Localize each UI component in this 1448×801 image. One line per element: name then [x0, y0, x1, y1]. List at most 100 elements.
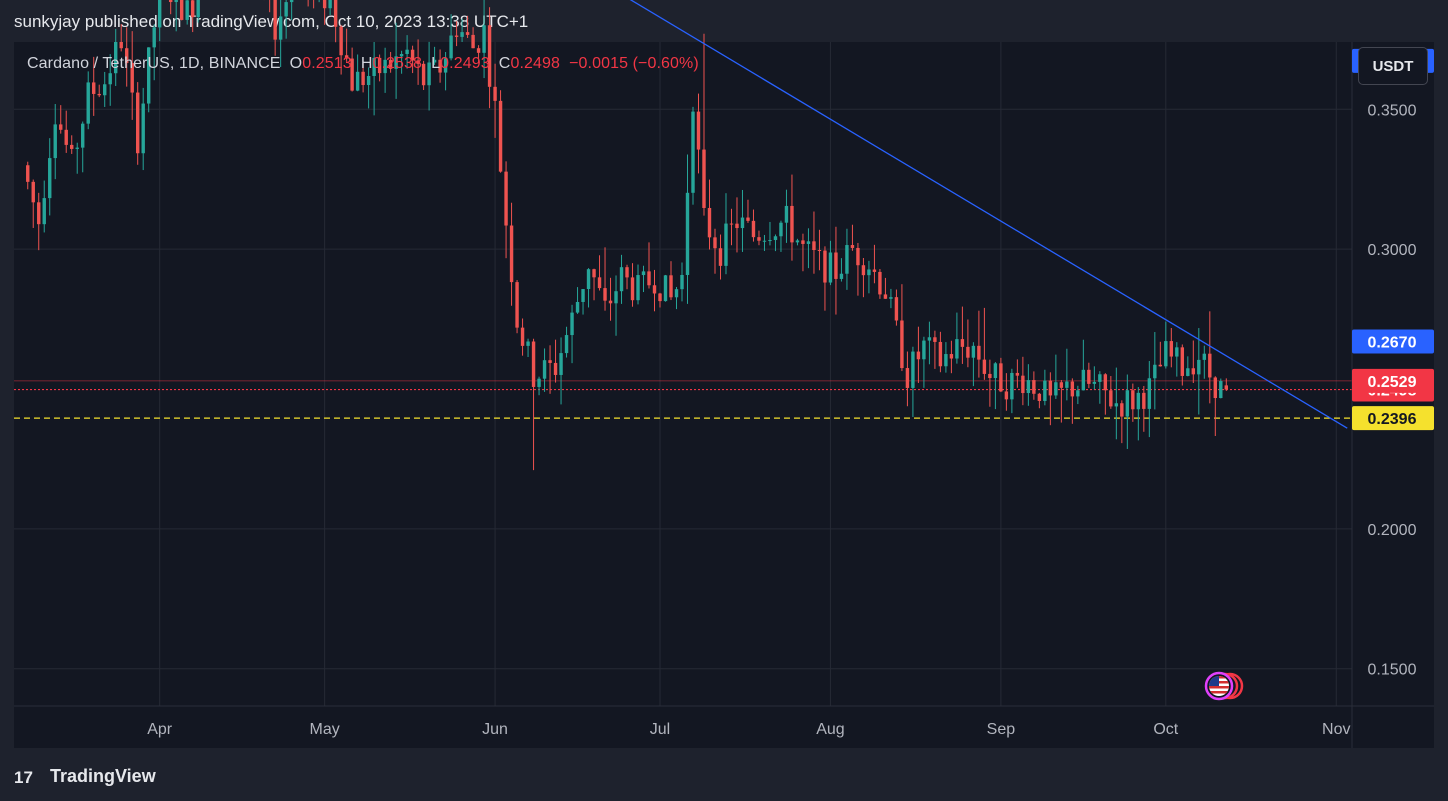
candle-body — [724, 223, 728, 266]
candle-body — [740, 217, 745, 229]
candle-body — [1136, 392, 1141, 410]
candle-body — [812, 241, 816, 251]
candle-body — [174, 0, 178, 3]
high-key: H — [360, 55, 373, 72]
candle-body — [949, 354, 954, 359]
candle-body — [372, 57, 376, 77]
symbol-name: Cardano / TetherUS, 1D, BINANCE — [27, 55, 281, 72]
candle-body — [273, 0, 277, 40]
candle-body — [1048, 380, 1053, 396]
candle-body — [553, 362, 558, 375]
candle-body — [850, 245, 855, 248]
candle-body — [883, 294, 888, 299]
candle-body — [597, 277, 602, 289]
candle-body — [42, 198, 46, 225]
candle-body — [641, 271, 646, 276]
candle-body — [1109, 390, 1113, 407]
candle-body — [894, 297, 899, 321]
candle-body — [1076, 390, 1080, 397]
candle-body — [344, 55, 349, 59]
candle-body — [839, 273, 844, 279]
chart-frame[interactable] — [14, 42, 1434, 748]
candle-body — [1043, 380, 1047, 401]
price-axis: 0.15000.20000.30000.35000.40000.45000.50… — [1351, 42, 1417, 748]
candle-body — [630, 277, 635, 301]
candle-body — [669, 275, 673, 298]
candle-body — [416, 60, 420, 64]
candle-body — [509, 225, 514, 283]
candle-body — [443, 58, 448, 73]
candle-body — [92, 82, 96, 94]
symbol-legend[interactable]: Cardano / TetherUS, 1D, BINANCE O0.2513 … — [27, 55, 699, 73]
candle-body — [548, 360, 552, 363]
candle-body — [86, 82, 90, 124]
top-bar: sunkyjay published on TradingView.com, O… — [0, 0, 1448, 42]
candle-body — [823, 250, 827, 283]
candle-body — [806, 241, 811, 244]
candle-body — [1197, 359, 1201, 375]
candle-body — [1010, 372, 1014, 400]
y-tick-label: 0.1500 — [1368, 662, 1417, 679]
currency-button[interactable]: USDT — [1358, 47, 1428, 85]
candle-body — [817, 250, 822, 252]
candle-body — [696, 111, 701, 150]
trendline-layer — [629, 0, 1348, 429]
x-tick-label: Jul — [650, 721, 670, 738]
candle-body — [966, 346, 970, 358]
tradingview-brand: TradingView — [50, 765, 156, 786]
candle-body — [487, 25, 492, 87]
candle-body — [146, 47, 151, 104]
candle-body — [1180, 347, 1185, 376]
candle-body — [647, 271, 651, 286]
published-caption: sunkyjay published on TradingView.com, O… — [14, 12, 529, 31]
candle-body — [1037, 393, 1042, 401]
candle-body — [801, 240, 805, 244]
candle-body — [1191, 368, 1196, 375]
candle-body — [1186, 368, 1190, 376]
candle-body — [1175, 347, 1179, 357]
us-flag-event-icon[interactable] — [1204, 671, 1244, 701]
candle-body — [114, 42, 118, 74]
y-tick-label: 0.3000 — [1368, 242, 1417, 259]
candle-body — [1021, 375, 1025, 394]
candle-body — [575, 301, 580, 313]
candle-body — [625, 267, 629, 278]
candle-body — [636, 275, 640, 301]
candle-body — [960, 339, 965, 347]
candle-body — [388, 59, 393, 69]
support-tag: 0.2396 — [1368, 411, 1417, 428]
us-flag-icon — [1209, 676, 1229, 696]
candle-body — [1158, 364, 1163, 367]
close-value: 0.2498 — [510, 55, 560, 72]
candle-body — [135, 92, 140, 154]
candle-body — [542, 360, 547, 379]
candle-body — [878, 271, 882, 295]
candle-body — [1026, 380, 1031, 394]
candle-body — [1219, 381, 1223, 399]
candle-body — [284, 2, 288, 17]
x-tick-label: May — [310, 721, 340, 738]
support-tag-bg — [1352, 406, 1434, 431]
candle-body — [37, 202, 41, 225]
candle-body — [663, 275, 668, 302]
x-tick-label: Jun — [482, 721, 508, 738]
time-axis: Apr May Jun Jul Aug Sep Oct Nov — [14, 705, 1434, 738]
candle-body — [729, 223, 734, 225]
footer-branding[interactable]: 17 TradingView — [14, 764, 156, 788]
candle-body — [460, 32, 464, 37]
horizontal-levels — [14, 380, 1352, 419]
high-tag: 0.2670 — [1368, 334, 1417, 351]
candle-body — [157, 0, 162, 28]
low-value: 0.2493 — [440, 55, 490, 72]
candle-body — [31, 181, 35, 203]
candle-body — [845, 245, 849, 274]
candle-body — [520, 327, 525, 346]
candle-body — [1169, 341, 1174, 357]
candle-body — [531, 341, 536, 387]
candle-body — [713, 237, 717, 249]
candle-body — [999, 363, 1003, 392]
candle-body — [1059, 382, 1064, 388]
candle-body — [773, 236, 778, 241]
close-key: C — [498, 55, 511, 72]
